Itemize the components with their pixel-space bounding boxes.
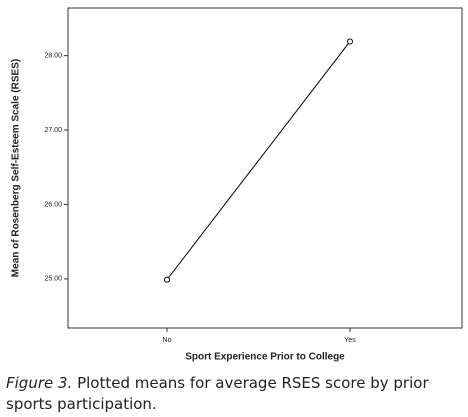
plot-frame — [67, 7, 463, 329]
y-tick-label: 28.00 — [44, 52, 62, 59]
line — [166, 41, 351, 280]
caption: Figure 3. Plotted means for average RSES… — [6, 373, 466, 415]
y-axis-title: Mean of Rosenberg Self-Esteem Scale (RSE… — [11, 59, 22, 277]
marker — [164, 276, 170, 283]
y-tick-label: 25.00 — [44, 276, 62, 283]
marker — [347, 38, 353, 45]
x-tick-label: Yes — [344, 337, 356, 344]
caption-label: Figure 3. — [6, 374, 73, 392]
y-tick-label: 26.00 — [44, 201, 62, 208]
x-tick-label: No — [163, 337, 172, 344]
x-axis-title: Sport Experience Prior to College — [185, 352, 345, 363]
y-tick-label: 27.00 — [44, 127, 62, 134]
chart: Sport Experience Prior to College Mean o… — [11, 7, 463, 363]
caption-text: Plotted means for average RSES score by … — [6, 374, 429, 413]
